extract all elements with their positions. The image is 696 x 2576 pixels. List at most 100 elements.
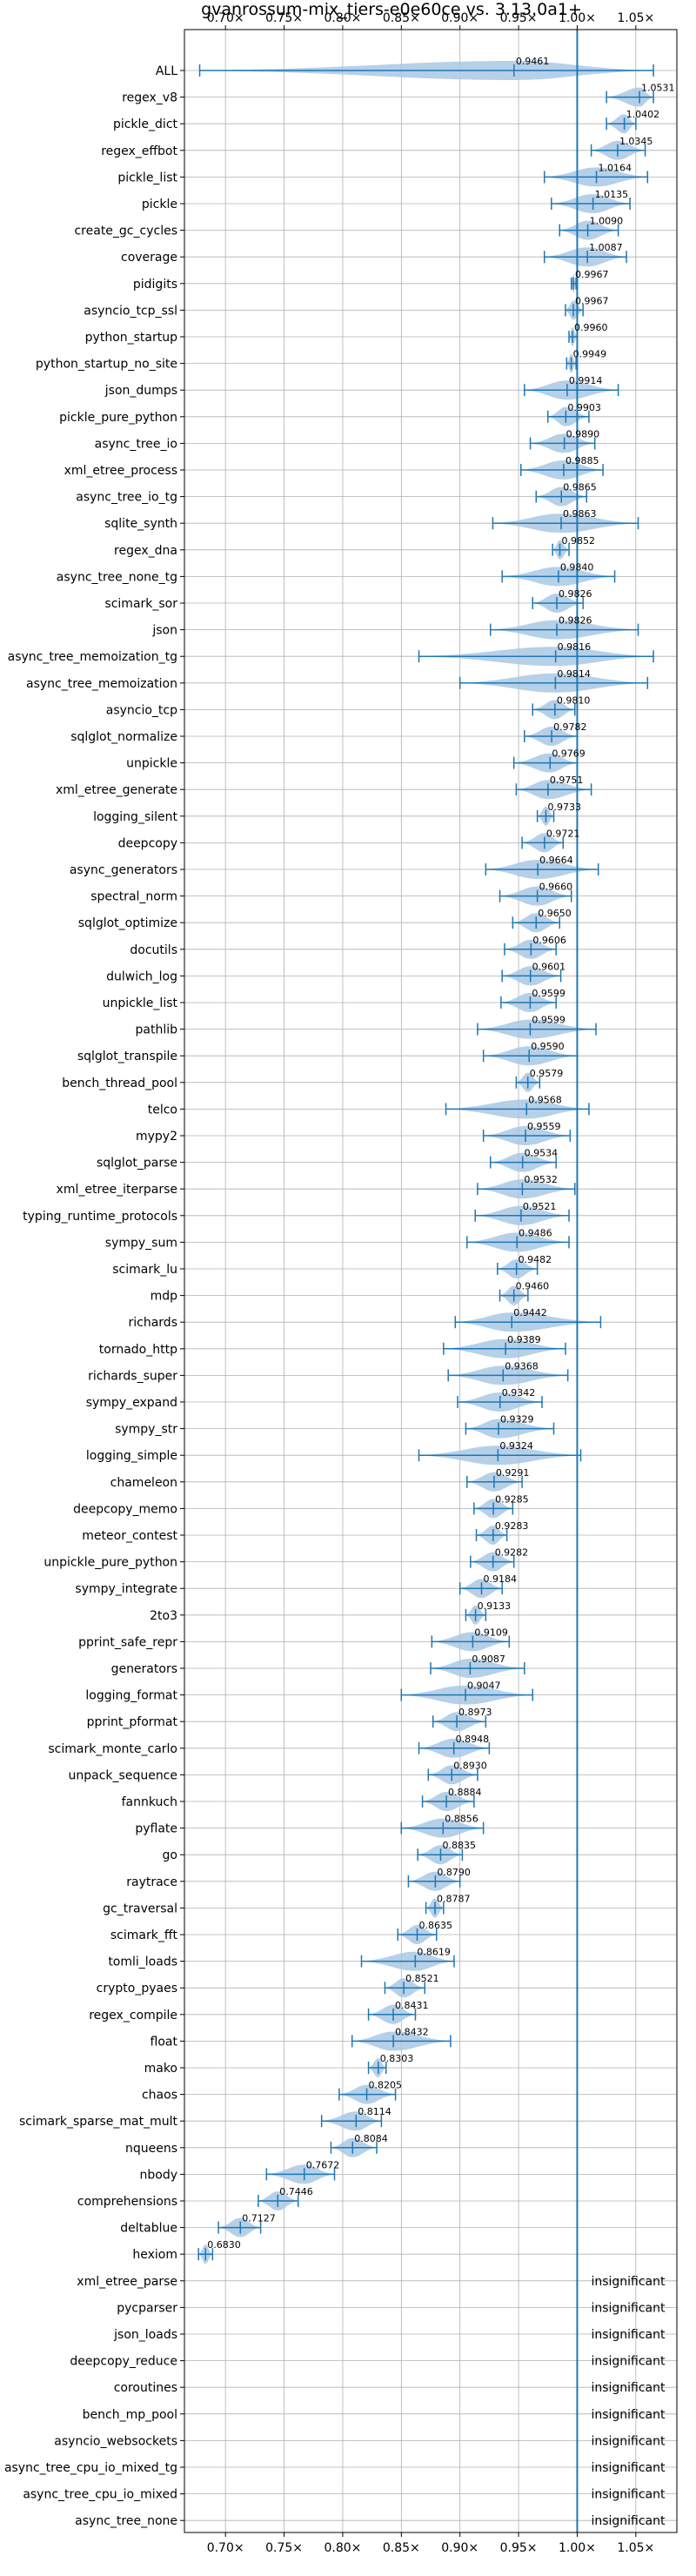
median-value-label: 0.9769 <box>552 748 586 760</box>
median-value-label: 0.9133 <box>478 1600 512 1612</box>
median-value-label: 0.9967 <box>575 295 609 306</box>
median-value-label: 0.9903 <box>567 402 601 413</box>
median-value-label: 0.7446 <box>279 2186 313 2197</box>
row-label: sqlglot_parse <box>97 1157 177 1171</box>
insignificant-label: insignificant <box>591 2434 666 2448</box>
row-label: async_tree_none <box>75 2514 177 2528</box>
row-label: sympy_expand <box>86 1396 177 1410</box>
row-label: deepcopy_reduce <box>70 2355 177 2369</box>
row-label: scimark_sor <box>104 597 177 611</box>
x-tick-label-top: 0.90× <box>441 11 478 25</box>
median-value-label: 0.9810 <box>557 694 591 706</box>
x-tick-label-top: 1.00× <box>559 11 596 25</box>
row-label: gc_traversal <box>103 1902 177 1915</box>
row-label: bench_mp_pool <box>83 2408 177 2422</box>
row-label: dulwich_log <box>106 969 177 983</box>
chart-title: gvanrossum-mix_tiers-e0e60ce vs. 3.13.0a… <box>201 0 582 19</box>
row-label: async_tree_io_tg <box>76 491 177 505</box>
x-tick-label-top: 0.70× <box>207 11 244 25</box>
row-label: regex_v8 <box>122 91 177 105</box>
row-label: logging_silent <box>93 810 177 824</box>
median-value-label: 0.9814 <box>557 668 591 680</box>
median-value-label: 0.7127 <box>242 2213 276 2224</box>
median-value-label: 0.8619 <box>417 1947 451 1958</box>
median-value-label: 0.9840 <box>560 561 594 573</box>
median-value-label: 0.9532 <box>524 1174 558 1185</box>
row-label: async_tree_cpu_io_mixed_tg <box>4 2461 177 2475</box>
median-value-label: 0.9599 <box>532 988 566 999</box>
median-value-label: 0.9601 <box>532 961 566 972</box>
median-value-label: 0.9342 <box>502 1387 536 1399</box>
median-value-label: 0.8973 <box>458 1707 492 1718</box>
row-label: comprehensions <box>77 2195 177 2209</box>
median-value-label: 0.8205 <box>369 2080 403 2091</box>
median-value-label: 0.9660 <box>539 882 573 893</box>
row-label: async_tree_memoization_tg <box>8 650 177 664</box>
row-label: asyncio_tcp_ssl <box>84 304 177 318</box>
row-label: unpickle <box>126 757 177 771</box>
median-value-label: 1.0087 <box>589 242 623 253</box>
x-tick-label-bottom: 0.85× <box>383 2541 420 2555</box>
x-tick-label-top: 0.95× <box>500 11 538 25</box>
median-value-label: 0.9863 <box>563 508 597 520</box>
median-value-label: 0.9047 <box>467 1680 501 1692</box>
row-label: typing_runtime_protocols <box>23 1210 177 1224</box>
x-tick-label-top: 0.80× <box>324 11 361 25</box>
median-value-label: 0.8790 <box>437 1867 471 1878</box>
row-label: logging_format <box>85 1689 177 1703</box>
x-tick-label-bottom: 0.75× <box>265 2541 303 2555</box>
median-value-label: 0.6830 <box>207 2239 241 2251</box>
grid-layer <box>184 30 677 2532</box>
x-tick-label-top: 0.75× <box>265 11 303 25</box>
row-label: bench_thread_pool <box>62 1077 177 1090</box>
median-value-label: 0.9486 <box>519 1227 552 1238</box>
row-label: pyflate <box>135 1822 177 1836</box>
row-label: unpickle_pure_python <box>44 1556 177 1570</box>
row-label: hexiom <box>132 2248 177 2262</box>
median-value-label: 0.8835 <box>442 1840 476 1851</box>
median-value-label: 0.8787 <box>437 1893 471 1904</box>
median-value-label: 0.9579 <box>530 1068 564 1079</box>
row-label: deepcopy <box>118 836 177 850</box>
row-label: unpickle_list <box>103 996 178 1010</box>
median-value-label: 0.9826 <box>559 588 592 600</box>
x-tick-label-bottom: 0.95× <box>500 2541 538 2555</box>
row-label: deltablue <box>120 2222 177 2236</box>
row-label: nqueens <box>125 2142 177 2156</box>
row-label: pickle_list <box>117 171 177 184</box>
median-value-label: 0.9949 <box>573 349 607 360</box>
row-label: xml_etree_parse <box>77 2275 177 2289</box>
median-value-label: 0.8884 <box>448 1787 482 1798</box>
median-value-label: 0.9599 <box>532 1015 566 1026</box>
x-tick-label-bottom: 0.80× <box>324 2541 361 2555</box>
row-label: sympy_str <box>115 1423 177 1437</box>
median-value-label: 0.9590 <box>531 1041 565 1052</box>
row-label: go <box>163 1848 177 1862</box>
row-label: python_startup_no_site <box>36 358 177 372</box>
median-value-label: 0.9482 <box>519 1254 552 1265</box>
insignificant-label: insignificant <box>591 2355 666 2369</box>
row-label: scimark_sparse_mat_mult <box>19 2115 177 2129</box>
insignificant-label: insignificant <box>591 2461 666 2475</box>
row-label: 2to3 <box>150 1609 177 1623</box>
median-value-label: 0.9826 <box>559 615 592 627</box>
row-label: regex_effbot <box>101 144 177 158</box>
median-value-label: 0.9442 <box>513 1307 547 1318</box>
row-label: pprint_safe_repr <box>78 1635 177 1649</box>
median-value-label: 0.9291 <box>496 1467 530 1479</box>
row-label: mdp <box>151 1290 178 1304</box>
row-label: scimark_fft <box>110 1929 178 1942</box>
row-label: pycparser <box>117 2301 177 2315</box>
median-value-label: 1.0164 <box>599 162 632 173</box>
median-value-label: 0.8432 <box>395 2026 429 2037</box>
row-label: nbody <box>140 2168 178 2182</box>
row-label: async_tree_cpu_io_mixed <box>23 2488 177 2502</box>
row-label: asyncio_websockets <box>54 2434 177 2448</box>
x-tick-label-bottom: 0.70× <box>207 2541 244 2555</box>
row-label: mako <box>144 2062 177 2076</box>
row-label: xml_etree_generate <box>56 783 177 797</box>
row-label: sqlglot_optimize <box>78 916 177 930</box>
row-label: pidigits <box>133 278 177 292</box>
row-label: generators <box>111 1662 177 1676</box>
